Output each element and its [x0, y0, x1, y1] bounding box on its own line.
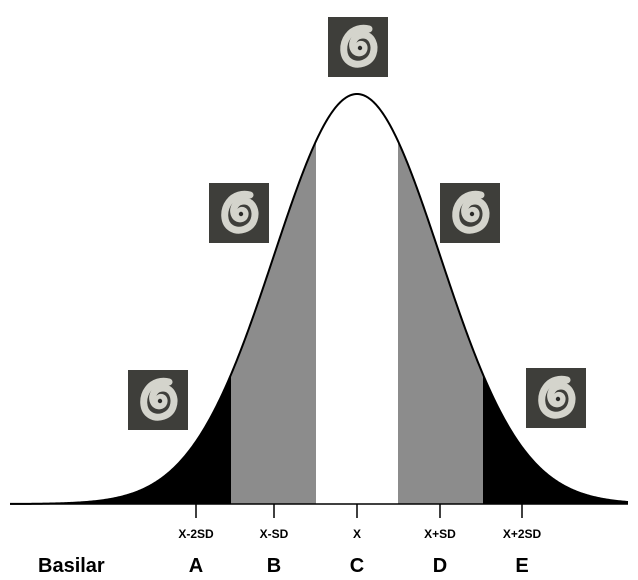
tick-label-x-plus-sd: X+SD [424, 527, 456, 541]
group-label-c: C [350, 555, 364, 577]
cochlea-spiral-icon [328, 17, 388, 77]
cochlea-spiral-icon [128, 370, 188, 430]
region-e [483, 374, 628, 504]
distribution-regions [10, 94, 628, 504]
bell-curve [10, 92, 629, 505]
region-b [231, 141, 316, 504]
tick-label-x-minus-2sd: X-2SD [178, 527, 214, 541]
tick-label-x-plus-2sd: X+2SD [503, 527, 542, 541]
group-label-d: D [433, 555, 447, 577]
tick-label-x-minus-sd: X-SD [260, 527, 289, 541]
cochlea-spiral-icon [209, 183, 269, 243]
cochlea-spiral-icon [526, 368, 586, 428]
cochlea-spiral-icon [440, 183, 500, 243]
group-label-a: A [189, 555, 203, 577]
region-a [10, 374, 231, 504]
tick-label-x: X [353, 527, 361, 541]
region-d [398, 141, 483, 504]
region-c [316, 94, 398, 504]
group-label-b: B [267, 555, 281, 577]
group-label-e: E [515, 555, 528, 577]
row-label-basilar: Basilar [38, 555, 105, 577]
